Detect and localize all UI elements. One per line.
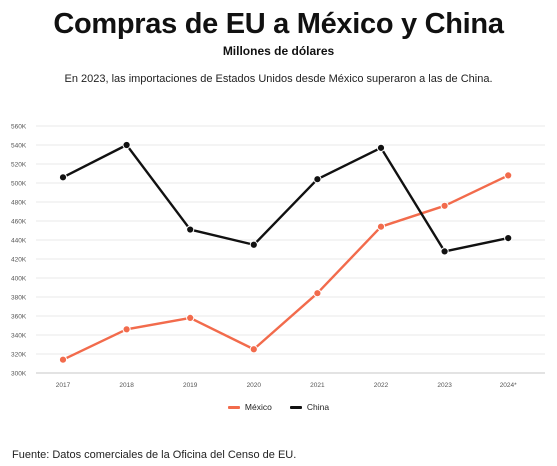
- data-point-china: [440, 247, 449, 256]
- data-point-china: [58, 173, 68, 182]
- series-line-china: [61, 143, 510, 253]
- y-tick-label: 340K: [11, 333, 27, 340]
- data-point-china: [313, 175, 322, 184]
- legend-label: China: [306, 402, 330, 412]
- x-tick-label: 2020: [247, 382, 262, 389]
- y-tick-label: 500K: [11, 181, 27, 188]
- data-point-china: [186, 225, 195, 234]
- chart-subtitle: Millones de dólares: [222, 44, 335, 58]
- y-tick-label: 360K: [11, 314, 27, 321]
- source-note: Fuente: Datos comerciales de la Oficina …: [12, 449, 297, 461]
- x-tick-label: 2024*: [500, 382, 517, 389]
- y-tick-label: 540K: [11, 143, 27, 150]
- x-tick-label: 2017: [56, 382, 71, 389]
- y-tick-label: 440K: [11, 238, 27, 245]
- data-point-mexico: [313, 289, 322, 298]
- y-tick-label: 480K: [11, 200, 27, 207]
- data-point-mexico: [376, 222, 386, 231]
- legend-swatch: [289, 405, 302, 409]
- chart-area: 300K 320K 340K 360K 380K 400K 420K 440K 460K 480K…: [11, 124, 545, 389]
- y-tick-label: 300K: [11, 371, 27, 378]
- y-tick-label: 320K: [11, 352, 27, 359]
- data-point-china: [122, 140, 131, 150]
- data-point-mexico: [440, 201, 449, 210]
- y-tick-label: 520K: [11, 162, 27, 169]
- chart-description: En 2023, las importaciones de Estados Un…: [64, 73, 493, 85]
- data-point-china: [376, 143, 386, 152]
- data-point-china: [249, 240, 258, 249]
- legend-item: México: [227, 402, 272, 412]
- chart-title: Compras de EU a México y China: [53, 8, 504, 40]
- series-line-mexico: [61, 174, 510, 361]
- legend: México China: [0, 402, 557, 412]
- data-point-mexico: [249, 345, 258, 354]
- x-tick-label: 2019: [183, 382, 198, 389]
- x-tick-label: 2023: [437, 382, 452, 389]
- line-chart: 300K 320K 340K 360K 380K 400K 420K 440K 460K 480K…: [11, 124, 545, 389]
- x-tick-label: 2021: [310, 382, 325, 389]
- data-point-mexico: [58, 355, 68, 364]
- x-tick-label: 2022: [374, 382, 389, 389]
- legend-swatch: [227, 405, 240, 409]
- data-point-china: [504, 234, 513, 243]
- y-tick-label: 460K: [11, 219, 27, 226]
- data-point-mexico: [186, 313, 195, 322]
- y-tick-label: 560K: [11, 124, 27, 131]
- legend-label: México: [244, 402, 272, 412]
- y-tick-label: 400K: [11, 276, 27, 283]
- legend-item: China: [289, 402, 330, 412]
- data-point-mexico: [122, 325, 131, 334]
- y-tick-label: 420K: [11, 257, 27, 264]
- x-tick-label: 2018: [119, 382, 134, 389]
- data-point-mexico: [504, 171, 513, 180]
- y-tick-label: 380K: [11, 295, 27, 302]
